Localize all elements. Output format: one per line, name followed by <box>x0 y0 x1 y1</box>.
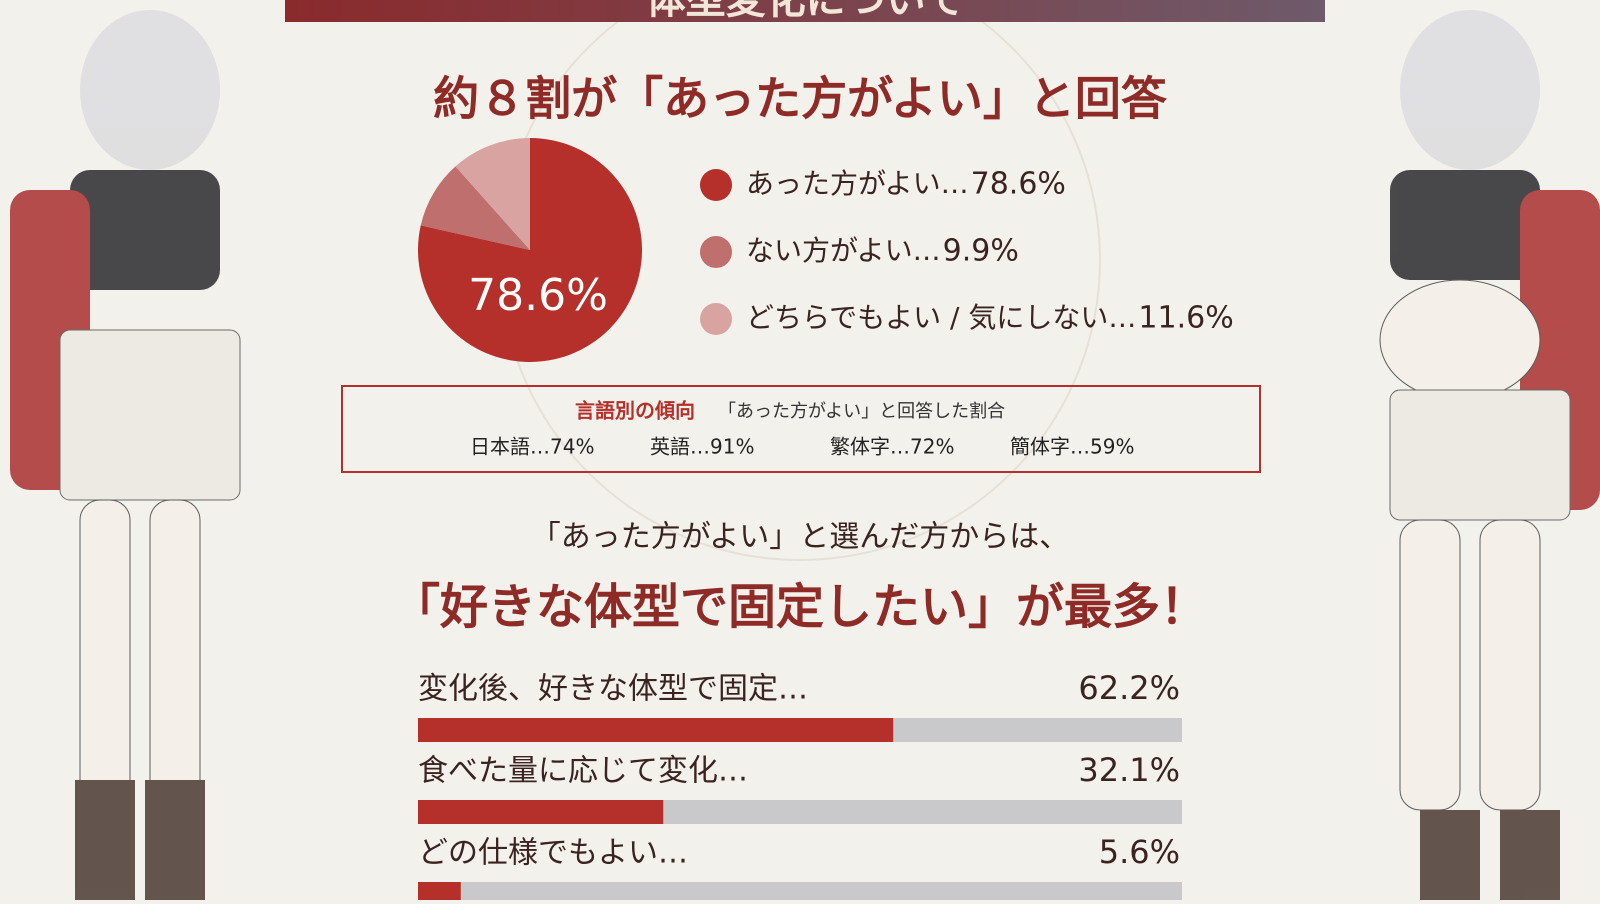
language-box <box>341 385 1261 473</box>
banner-title: 体型変化について <box>646 0 965 23</box>
bar-label: 変化後、好きな体型で固定… <box>418 672 808 707</box>
language-subtitle: 「あった方がよい」と回答した割合 <box>718 401 1005 422</box>
legend-value: 78.6% <box>971 167 1066 202</box>
legend-value: 11.6% <box>1138 301 1233 336</box>
legend-label: どちらでもよい / 気にしない… <box>746 301 1136 334</box>
language-item: 簡体字…59% <box>1010 435 1134 459</box>
bar <box>418 882 461 904</box>
language-item: 英語…91% <box>650 435 754 459</box>
language-title: 言語別の傾向 <box>575 399 695 423</box>
bar <box>418 800 664 824</box>
bar <box>418 718 894 742</box>
pie-slice <box>420 166 530 250</box>
bar-label: 食べた量に応じて変化… <box>418 754 748 789</box>
bar-subtitle: 「あった方がよい」と選んだ方からは、 <box>531 520 1070 555</box>
bar-track <box>418 882 1182 904</box>
bar-value-label: 62.2% <box>1078 669 1180 707</box>
language-item: 日本語…74% <box>470 435 594 459</box>
character-left <box>10 10 241 900</box>
pie-slice <box>455 138 530 250</box>
bar-value-label: 5.6% <box>1099 833 1180 871</box>
bar-label: どの仕様でもよい… <box>418 836 688 871</box>
bar-title: 「好きな体型で固定したい」が最多！ <box>392 579 1208 635</box>
legend-dot <box>700 303 732 335</box>
legend-value: 9.9% <box>943 234 1019 269</box>
pie-center-label: 78.6% <box>468 270 608 321</box>
banner <box>285 0 1325 22</box>
legend-dot <box>700 169 732 201</box>
bar-value-label: 32.1% <box>1078 751 1180 789</box>
character-right <box>1379 10 1600 900</box>
legend-label: ない方がよい… <box>746 234 941 267</box>
pie-title: 約８割が「あった方がよい」と回答 <box>433 72 1168 126</box>
legend-label: あった方がよい… <box>746 167 969 200</box>
legend-dot <box>700 236 732 268</box>
language-item: 繁体字…72% <box>830 435 954 459</box>
